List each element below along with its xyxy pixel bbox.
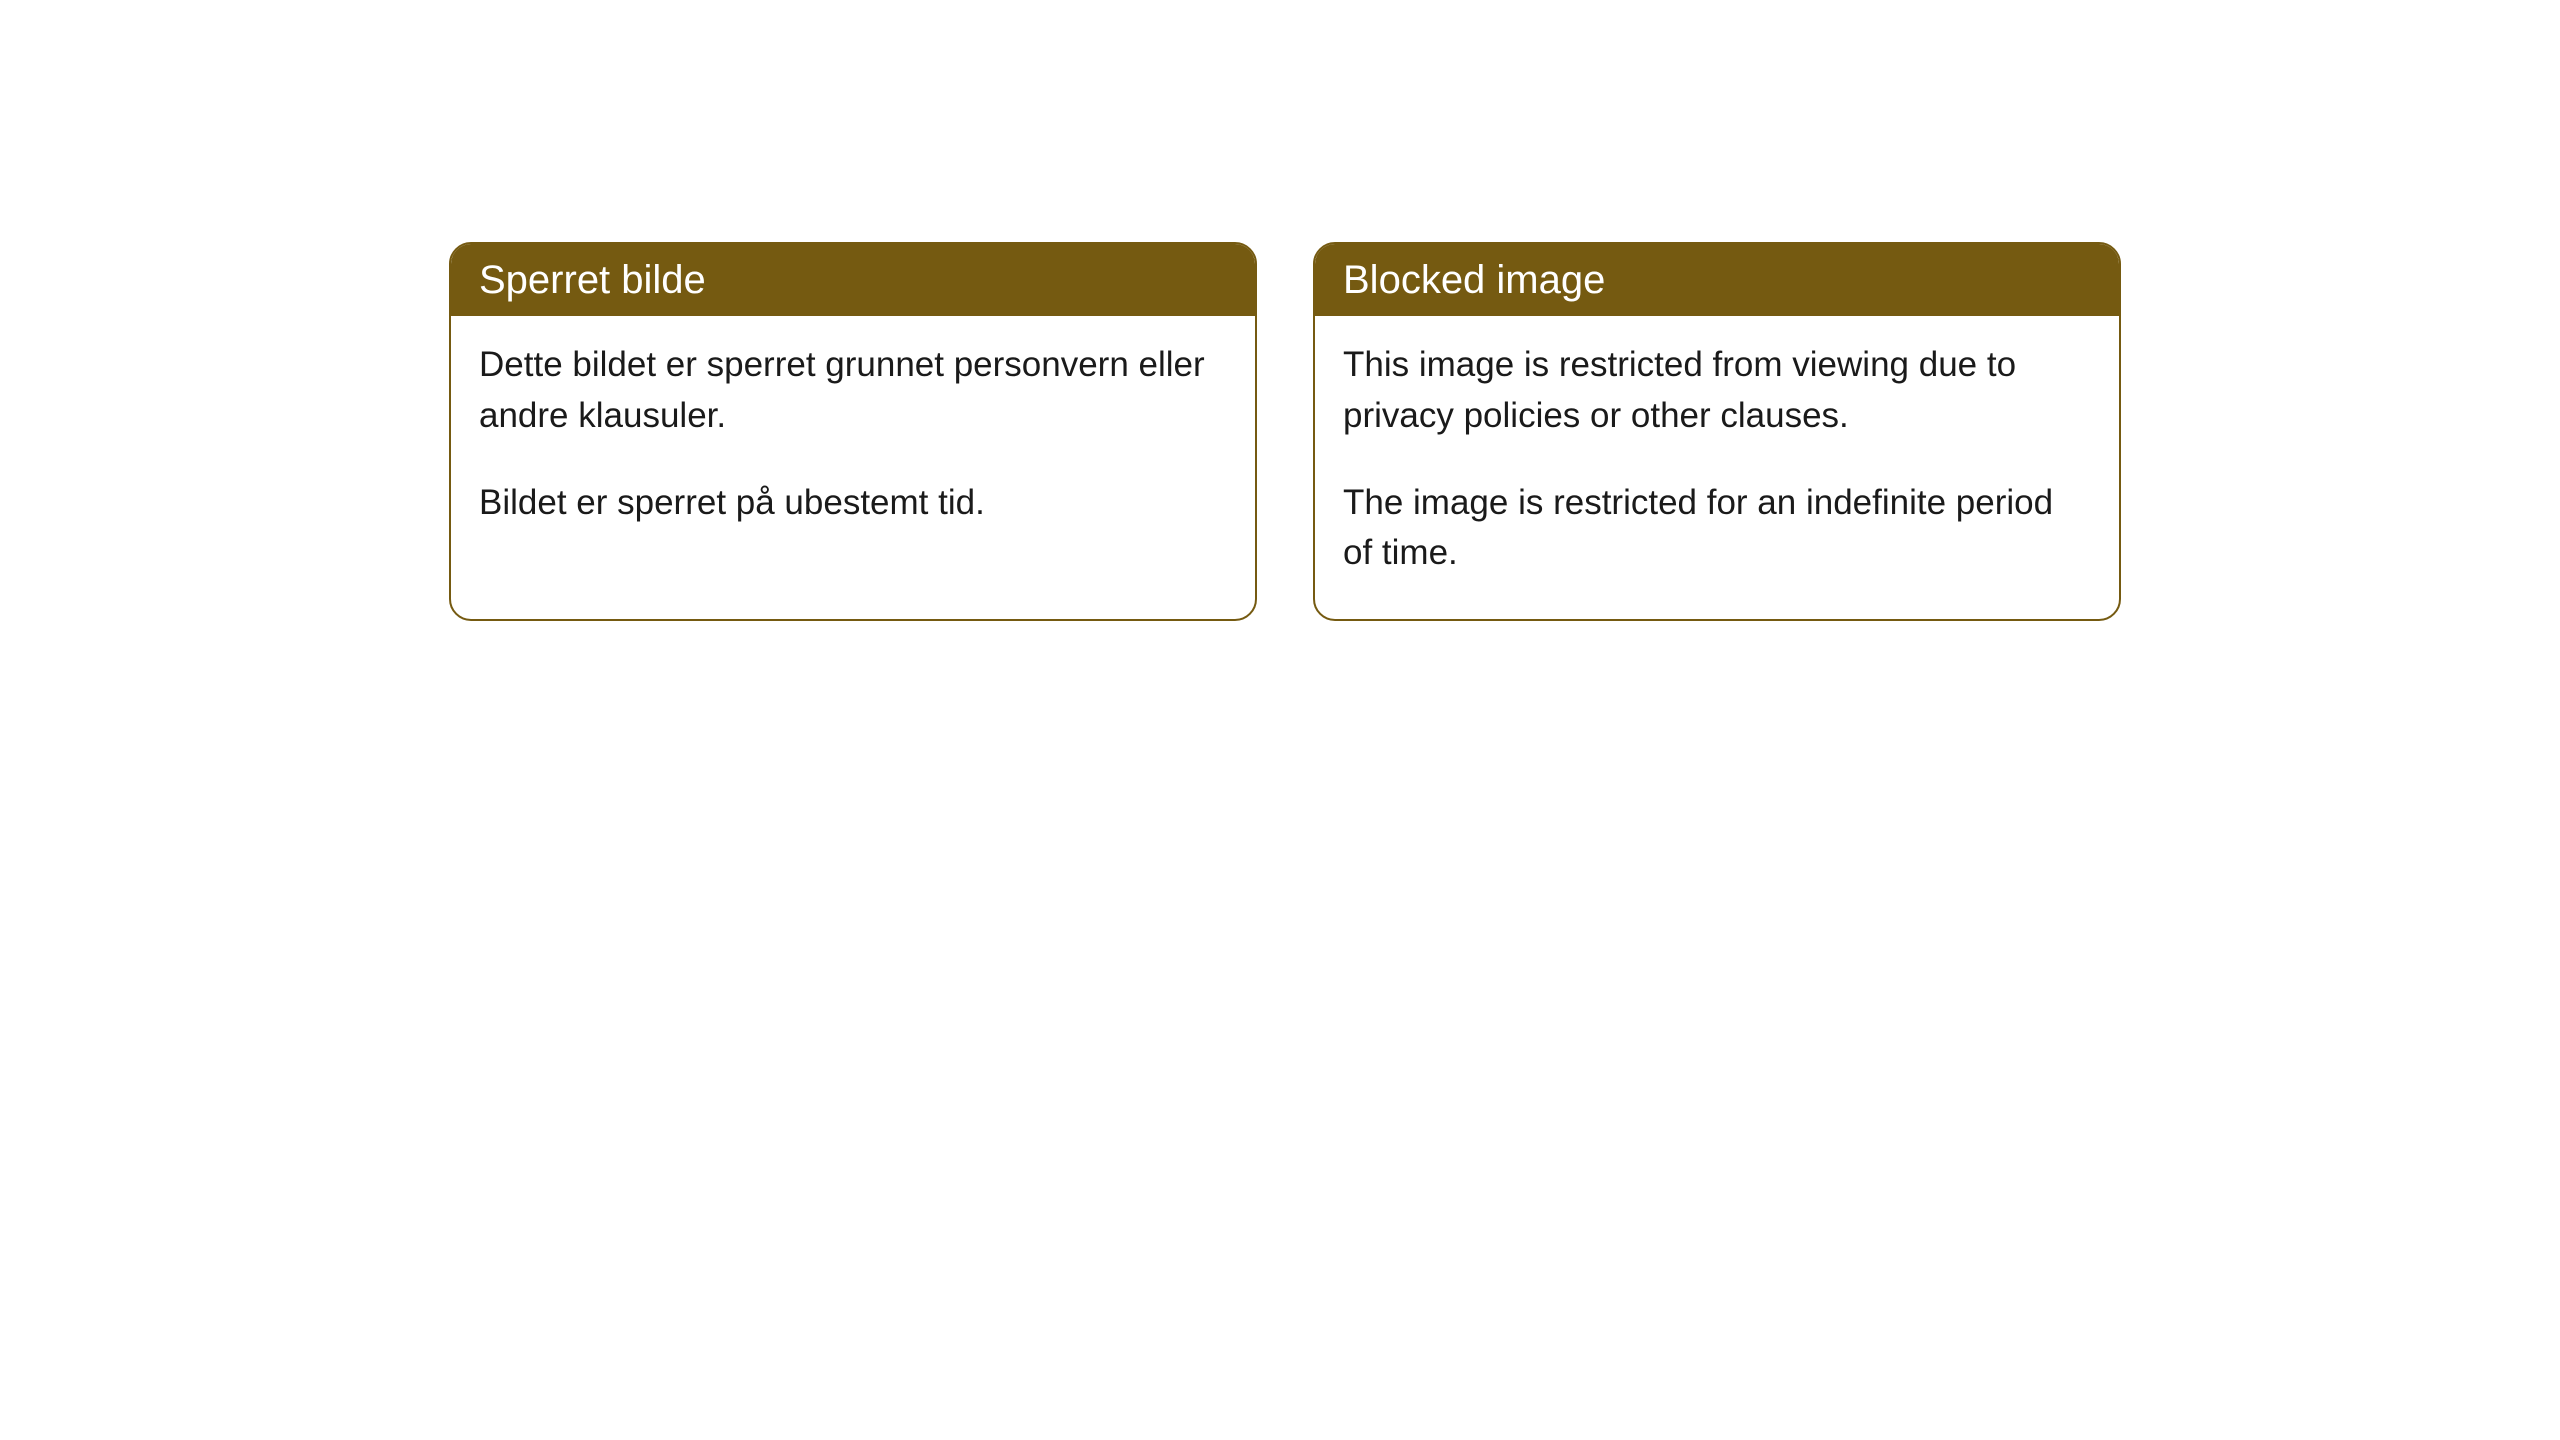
card-header: Blocked image	[1315, 244, 2119, 316]
card-body: This image is restricted from viewing du…	[1315, 316, 2119, 619]
card-paragraph: The image is restricted for an indefinit…	[1343, 478, 2091, 580]
card-paragraph: Bildet er sperret på ubestemt tid.	[479, 478, 1227, 529]
card-header: Sperret bilde	[451, 244, 1255, 316]
card-body: Dette bildet er sperret grunnet personve…	[451, 316, 1255, 568]
card-title: Blocked image	[1343, 258, 1605, 302]
card-paragraph: This image is restricted from viewing du…	[1343, 340, 2091, 442]
card-title: Sperret bilde	[479, 258, 706, 302]
notice-card-norwegian: Sperret bilde Dette bildet er sperret gr…	[449, 242, 1257, 621]
card-paragraph: Dette bildet er sperret grunnet personve…	[479, 340, 1227, 442]
notice-container: Sperret bilde Dette bildet er sperret gr…	[449, 242, 2121, 621]
notice-card-english: Blocked image This image is restricted f…	[1313, 242, 2121, 621]
